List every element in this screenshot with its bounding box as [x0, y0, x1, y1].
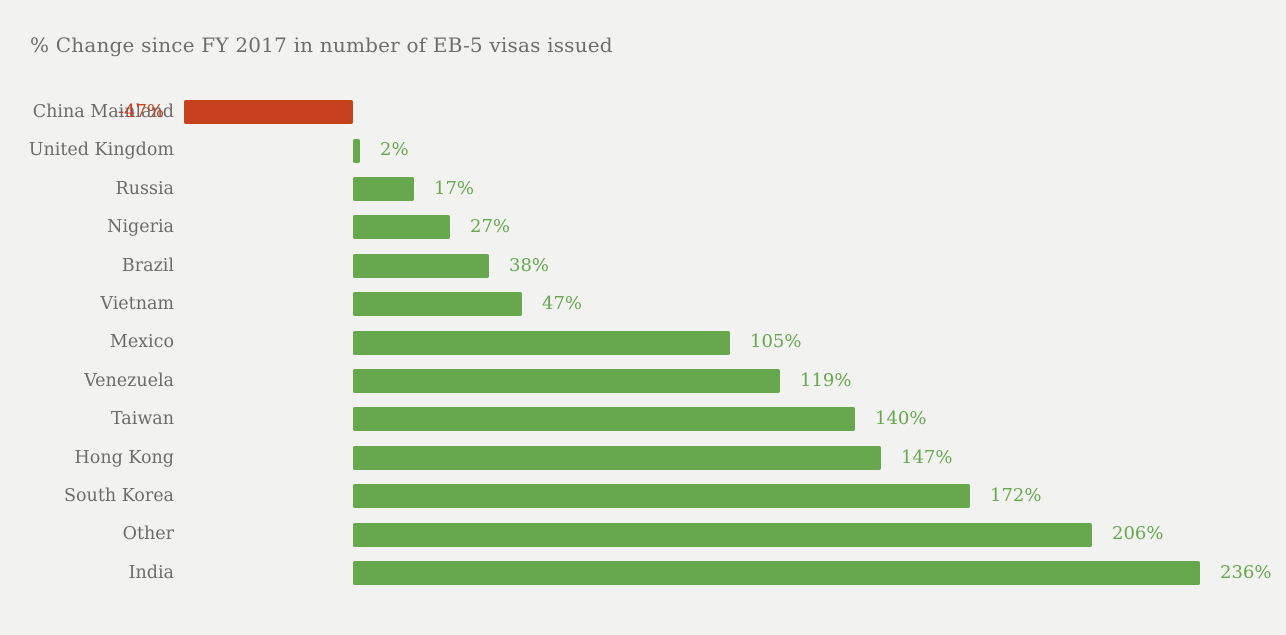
chart-title: % Change since FY 2017 in number of EB-5… — [30, 33, 613, 57]
value-label: 236% — [1220, 561, 1272, 583]
value-label: 27% — [470, 216, 511, 238]
category-label: China Mainland — [32, 102, 174, 122]
bar-positive — [353, 560, 1200, 585]
bar-positive — [353, 138, 360, 163]
chart-row: Venezuela 119% — [0, 362, 1286, 400]
bar-positive — [353, 330, 730, 355]
chart-row: China Mainland -47% — [0, 93, 1286, 131]
category-label: Russia — [115, 178, 174, 199]
chart-row: Other 206% — [0, 515, 1286, 553]
value-label: 206% — [1112, 523, 1164, 545]
category-label: Nigeria — [107, 217, 174, 238]
value-label: 105% — [750, 331, 802, 353]
bar-positive — [353, 253, 489, 278]
value-label: 17% — [434, 177, 475, 199]
chart-row: Mexico 105% — [0, 323, 1286, 361]
category-label: South Korea — [64, 486, 174, 506]
value-label: 119% — [800, 369, 852, 391]
chart-row: South Korea 172% — [0, 477, 1286, 515]
bar-positive — [353, 407, 855, 432]
category-label: Other — [122, 524, 174, 545]
value-label: 47% — [542, 293, 583, 314]
category-label: Taiwan — [110, 409, 174, 430]
category-label: Hong Kong — [74, 447, 174, 468]
chart-row: Hong Kong 147% — [0, 439, 1286, 477]
chart-row: United Kingdom 2% — [0, 131, 1286, 169]
chart-row: Russia 17% — [0, 170, 1286, 208]
chart-row: Brazil 38% — [0, 247, 1286, 285]
category-label: Vietnam — [100, 294, 174, 314]
value-label: 38% — [509, 254, 550, 276]
bar-positive — [353, 368, 780, 393]
chart-row: Vietnam 47% — [0, 285, 1286, 323]
value-label: 147% — [901, 446, 953, 468]
bar-positive — [353, 522, 1092, 547]
chart-row: India 236% — [0, 554, 1286, 592]
chart-row: Nigeria 27% — [0, 208, 1286, 246]
category-label: India — [128, 562, 174, 583]
bar-positive — [353, 215, 450, 240]
bar-positive — [353, 292, 522, 317]
category-label: Brazil — [121, 255, 174, 276]
category-label: Mexico — [109, 332, 174, 353]
bar-negative — [184, 100, 353, 125]
category-label: Venezuela — [84, 370, 174, 391]
bar-positive — [353, 176, 414, 201]
value-label: 2% — [380, 139, 409, 161]
bar-positive — [353, 484, 970, 509]
value-label: -47% — [117, 101, 164, 122]
value-label: 172% — [990, 485, 1042, 506]
category-label: United Kingdom — [28, 140, 174, 161]
chart-row: Taiwan 140% — [0, 400, 1286, 438]
bar-positive — [353, 445, 881, 470]
value-label: 140% — [875, 408, 927, 430]
